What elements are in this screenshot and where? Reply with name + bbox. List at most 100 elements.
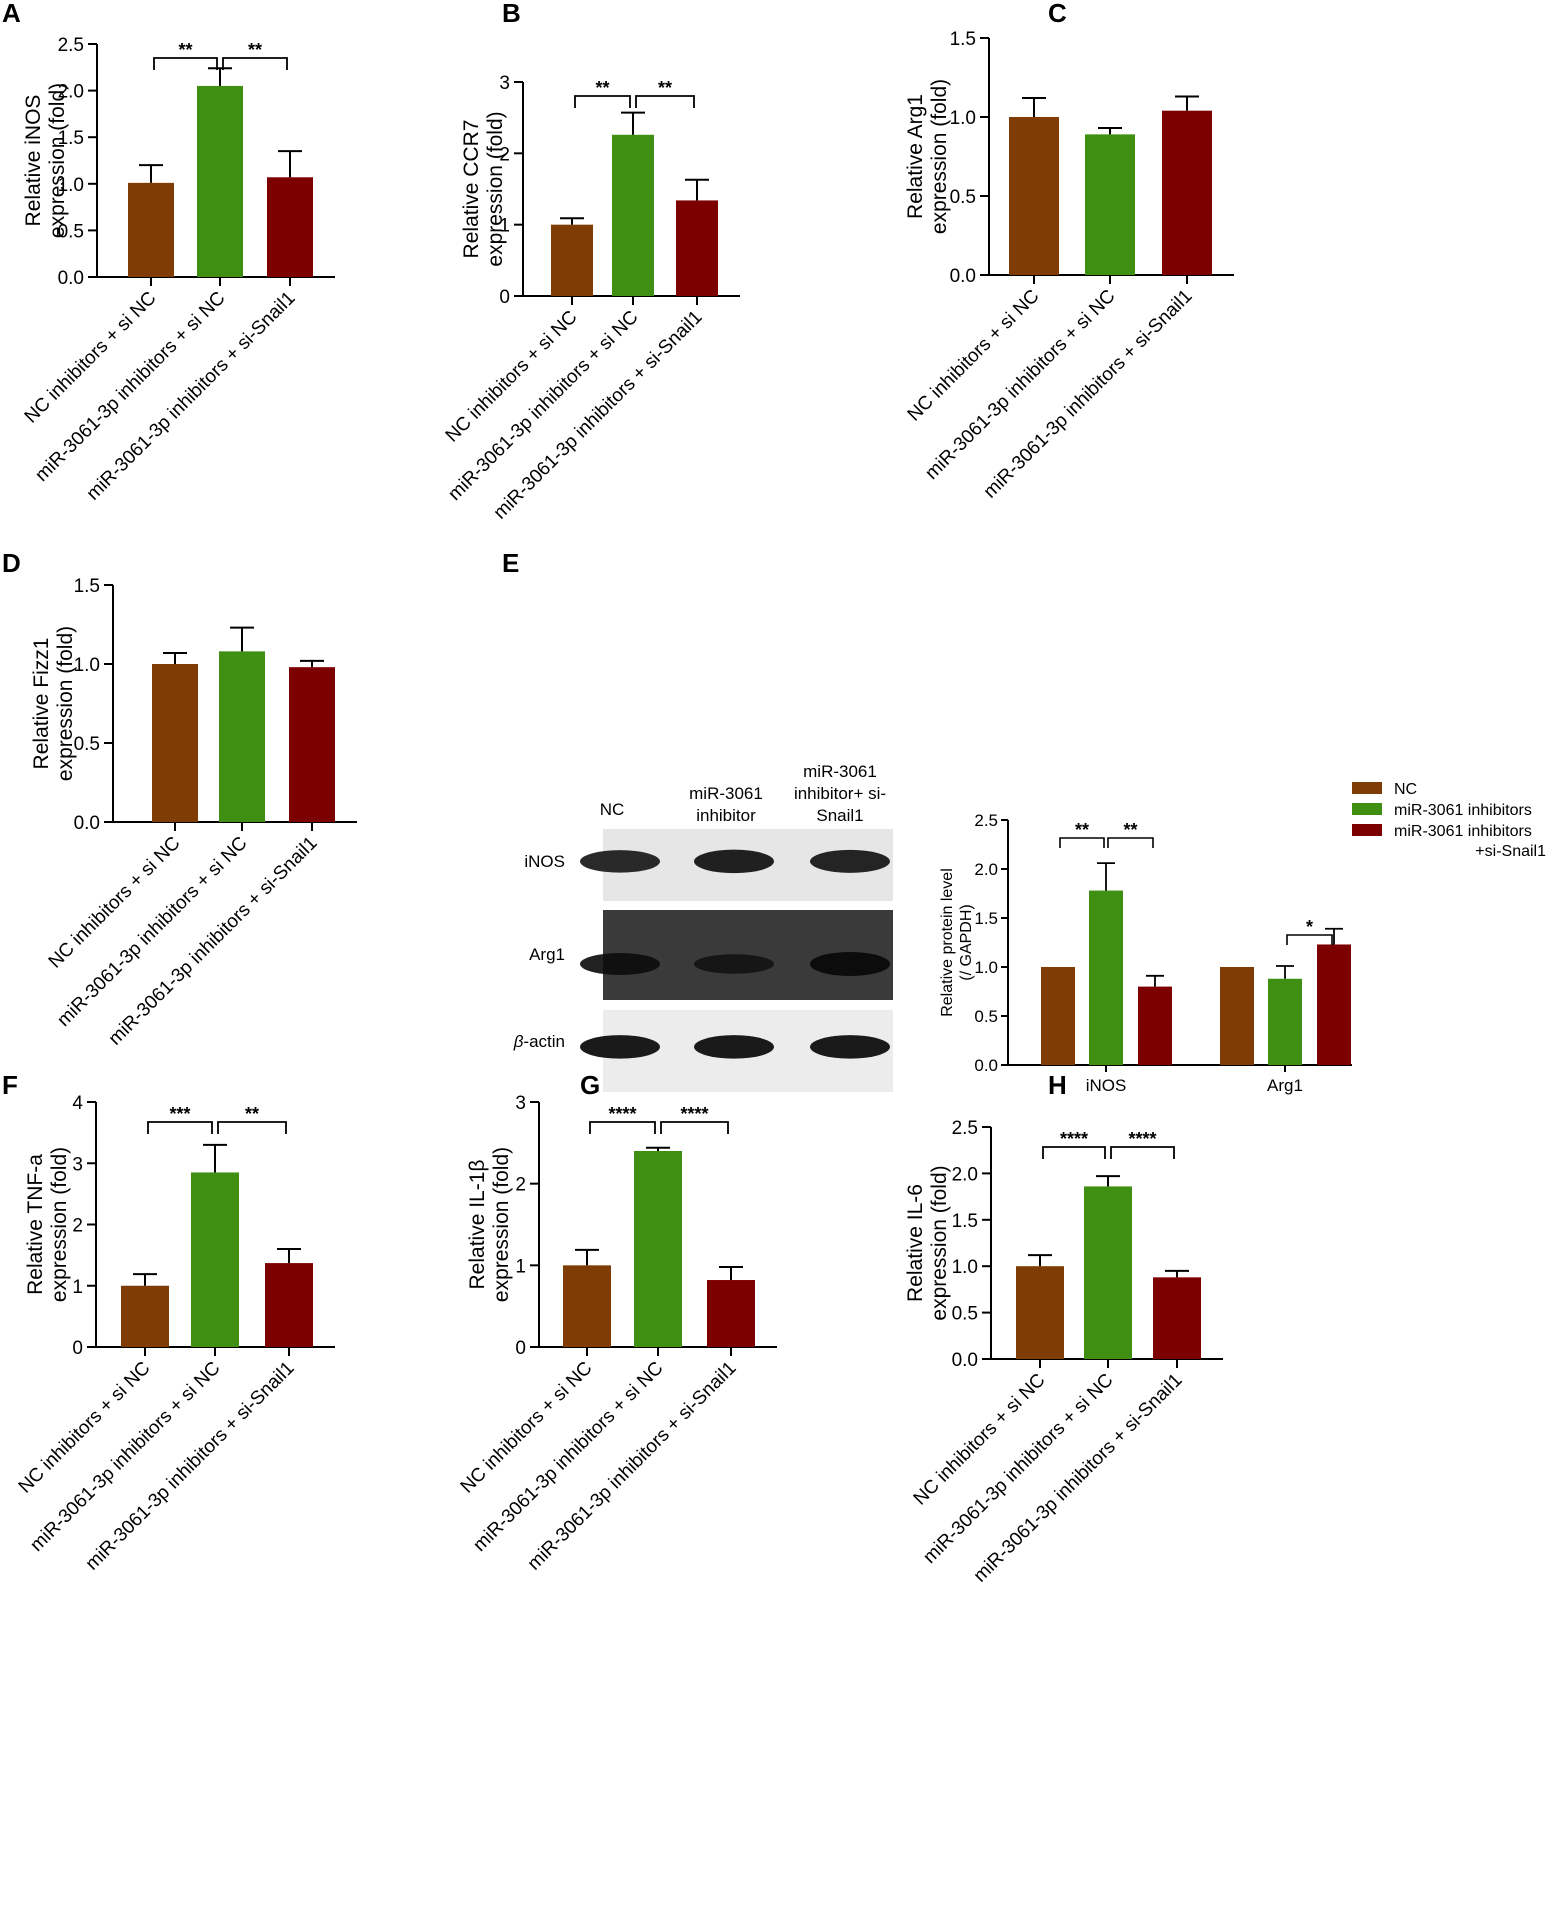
panel-h: H 0.0 0.5 1.0 1.5 2.0 2.5 Relative IL-6expressi… (904, 1070, 1223, 1587)
y-tick-label: 0.5 (952, 1304, 978, 1325)
y-axis-label-line: Relative IL-1β (466, 1160, 489, 1290)
y-tick-label: 0.5 (74, 734, 100, 755)
significance-bracket (217, 1121, 287, 1134)
panel-letter: H (1048, 1070, 1067, 1100)
bar (289, 667, 335, 822)
y-axis-label: Relative Fizz1expression (fold) (30, 626, 77, 781)
y-axis-label: Relative IL-6expression (fold) (904, 1165, 951, 1320)
significance-label: ** (178, 40, 192, 60)
y-axis-label: Relative TNF-aexpression (fold) (24, 1147, 71, 1302)
legend-swatch (1352, 782, 1382, 794)
significance-bracket (1286, 934, 1333, 945)
y-axis-label: Relative Arg1expression (fold) (904, 79, 951, 234)
y-tick-label: 1.5 (952, 1211, 978, 1232)
y-axis-label-line: expression (fold) (46, 83, 69, 238)
bar (1317, 944, 1351, 1065)
legend-swatch (1352, 824, 1382, 836)
band-label-text: iNOS (524, 852, 565, 871)
bar (1162, 110, 1212, 276)
bar (1153, 1277, 1201, 1359)
y-tick-label: 1.5 (58, 128, 84, 149)
y-tick-label: 1.5 (974, 909, 998, 928)
significance-label: ** (595, 78, 609, 98)
y-tick-label: 1.0 (974, 958, 998, 977)
blot-band (810, 952, 890, 976)
bar (634, 1151, 682, 1347)
panel-letter: E (502, 548, 519, 578)
bar (612, 134, 654, 296)
panel-f: F 0 1 2 3 4 Relative TNF-aexpression (fold) NC … (2, 1070, 335, 1575)
legend-entry: miR-3061 inhibitors (1394, 802, 1532, 819)
blot-band (694, 1035, 774, 1059)
x-tick-label: iNOS (1086, 1076, 1127, 1095)
bar (1016, 1266, 1064, 1359)
legend-entry: NC (1394, 781, 1417, 798)
bar (197, 85, 243, 277)
significance-bracket (635, 95, 695, 108)
y-tick-label: 1.5 (950, 29, 976, 50)
y-tick-label: 1.0 (950, 108, 976, 129)
significance-bracket (574, 95, 631, 108)
y-tick-label: 1.0 (74, 655, 100, 676)
y-tick-label: 2.0 (952, 1164, 978, 1185)
bar (1138, 986, 1172, 1065)
significance-bracket (1107, 837, 1154, 848)
y-axis-label-line: Relative Arg1 (904, 94, 927, 219)
significance-bracket (1059, 837, 1105, 848)
y-tick-label: 1 (515, 1256, 526, 1277)
y-axis-label-line: (/ GAPDH) (958, 904, 975, 980)
x-tick-label: NC inhibitors + si NC (457, 1358, 597, 1498)
x-tick-label: NC inhibitors + si NC (904, 286, 1044, 426)
bar (707, 1280, 755, 1347)
panel-g: G 0 1 2 3 Relative IL-1βexpression (fold) NC i… (457, 1070, 777, 1575)
y-tick-label: 1 (499, 216, 510, 237)
panel-e: E NC miR-3061 inhibitor miR-3061 inhibitor+ s… (502, 548, 1546, 1095)
bar (219, 651, 265, 822)
bar (265, 1263, 313, 1347)
band-label-text: Arg1 (529, 945, 565, 964)
y-axis-label-line: Relative iNOS (22, 95, 45, 227)
bar (1085, 134, 1135, 275)
y-axis-label-line: expression (fold) (48, 1147, 71, 1302)
band-label-prefix: β (513, 1032, 524, 1051)
significance-bracket (147, 1121, 213, 1134)
band-label: β-actin (513, 1032, 565, 1051)
y-axis-label: Relative CCR7expression (fold) (460, 111, 507, 266)
significance-label: * (1306, 917, 1313, 937)
bar (1089, 890, 1123, 1065)
y-tick-label: 0.5 (950, 187, 976, 208)
band-label: iNOS (524, 852, 565, 871)
y-axis-label-line: Relative Fizz1 (30, 638, 53, 770)
panel-letter: F (2, 1070, 18, 1100)
y-tick-label: 1.0 (58, 175, 84, 196)
significance-label: **** (1128, 1129, 1156, 1149)
blot-band (694, 849, 774, 874)
significance-bracket (222, 57, 288, 70)
bar (191, 1172, 239, 1347)
significance-label: **** (608, 1104, 636, 1124)
panel-c: C 0.0 0.5 1.0 1.5 Relative Arg1expression (fo… (904, 0, 1234, 503)
y-axis-label-line: Relative CCR7 (460, 120, 483, 259)
y-axis-label-line: expression (fold) (928, 79, 951, 234)
bar (128, 182, 174, 277)
legend-entry: miR-3061 inhibitors (1394, 823, 1532, 840)
bar (1084, 1186, 1132, 1359)
y-axis-label-line: expression (fold) (54, 626, 77, 781)
panel-letter: G (580, 1070, 600, 1100)
panel-letter: B (502, 0, 521, 28)
significance-label: *** (169, 1104, 190, 1124)
y-axis-label-line: expression (fold) (928, 1165, 951, 1320)
y-tick-label: 2 (515, 1175, 526, 1196)
y-tick-label: 2 (499, 144, 510, 165)
significance-label: ** (248, 40, 262, 60)
bar (551, 224, 593, 296)
y-tick-label: 2.5 (952, 1118, 978, 1139)
bar (1041, 967, 1075, 1065)
bar (1220, 967, 1254, 1065)
y-tick-label: 0.5 (974, 1007, 998, 1026)
panel-letter: C (1048, 0, 1067, 28)
panel-letter: D (2, 548, 21, 578)
y-tick-label: 2.0 (974, 860, 998, 879)
x-tick-label: Arg1 (1267, 1076, 1303, 1095)
